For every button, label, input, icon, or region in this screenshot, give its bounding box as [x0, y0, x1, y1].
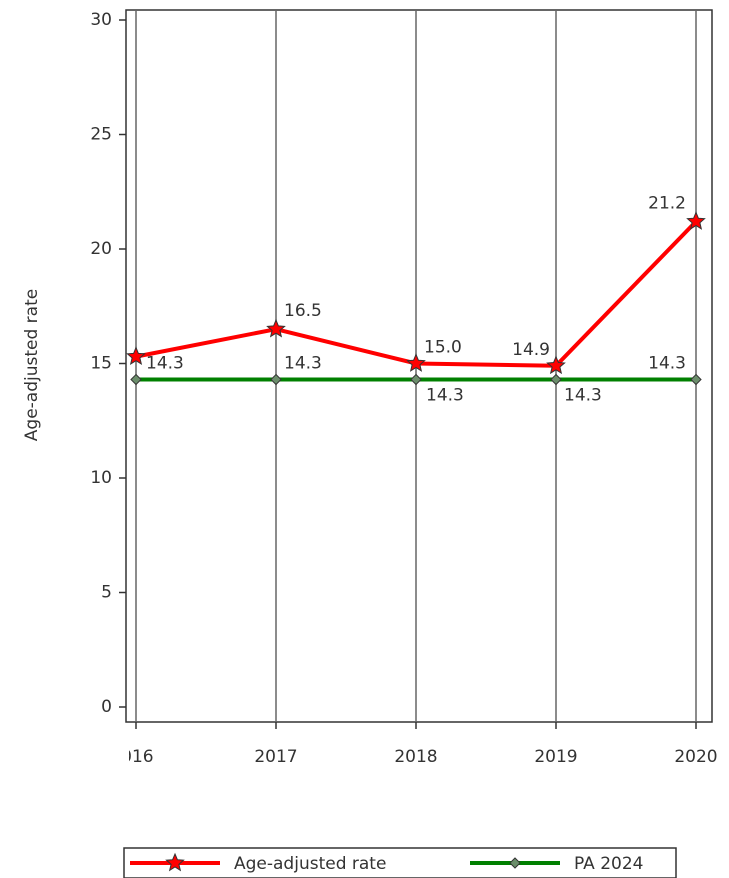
y-tick-label: 15: [90, 354, 112, 374]
legend-label: PA 2024: [574, 854, 643, 874]
data-label: 14.3: [146, 354, 184, 374]
y-tick-label: 30: [90, 10, 112, 30]
data-label: 14.3: [648, 354, 686, 374]
x-tick-label: 2019: [534, 747, 577, 767]
star-marker: [546, 355, 566, 375]
data-label: 14.3: [426, 386, 464, 406]
y-axis-label: Age-adjusted rate: [22, 289, 42, 441]
plot-frame: [125, 9, 713, 723]
y-tick-label: 0: [101, 697, 112, 717]
y-tick-label: 25: [90, 125, 112, 145]
star-marker: [126, 346, 146, 365]
x-tick-label: 2020: [674, 747, 717, 767]
y-tick-label: 10: [90, 468, 112, 488]
legend-label: Age-adjusted rate: [234, 854, 386, 874]
y-tick-label: 20: [90, 239, 112, 259]
star-marker: [406, 353, 426, 372]
y-tick-label: 5: [101, 583, 112, 603]
data-label: 16.5: [284, 301, 322, 321]
data-label: 14.3: [284, 354, 322, 374]
star-marker: [686, 211, 706, 230]
diamond-marker: [690, 373, 702, 386]
star-marker: [266, 318, 286, 338]
data-label: 14.9: [512, 340, 550, 360]
diamond-marker: [130, 373, 142, 386]
star-marker: [165, 852, 185, 872]
data-label: 14.3: [564, 386, 602, 406]
x-tick-label: 2016: [110, 747, 153, 767]
diamond-marker: [509, 857, 521, 869]
data-label: 15.0: [424, 338, 462, 358]
x-tick-label: 2018: [394, 747, 437, 767]
diamond-marker: [550, 373, 562, 386]
x-tick-label: 2017: [254, 747, 297, 767]
diamond-marker: [270, 373, 282, 386]
data-label: 21.2: [648, 194, 686, 214]
diamond-marker: [410, 373, 422, 386]
